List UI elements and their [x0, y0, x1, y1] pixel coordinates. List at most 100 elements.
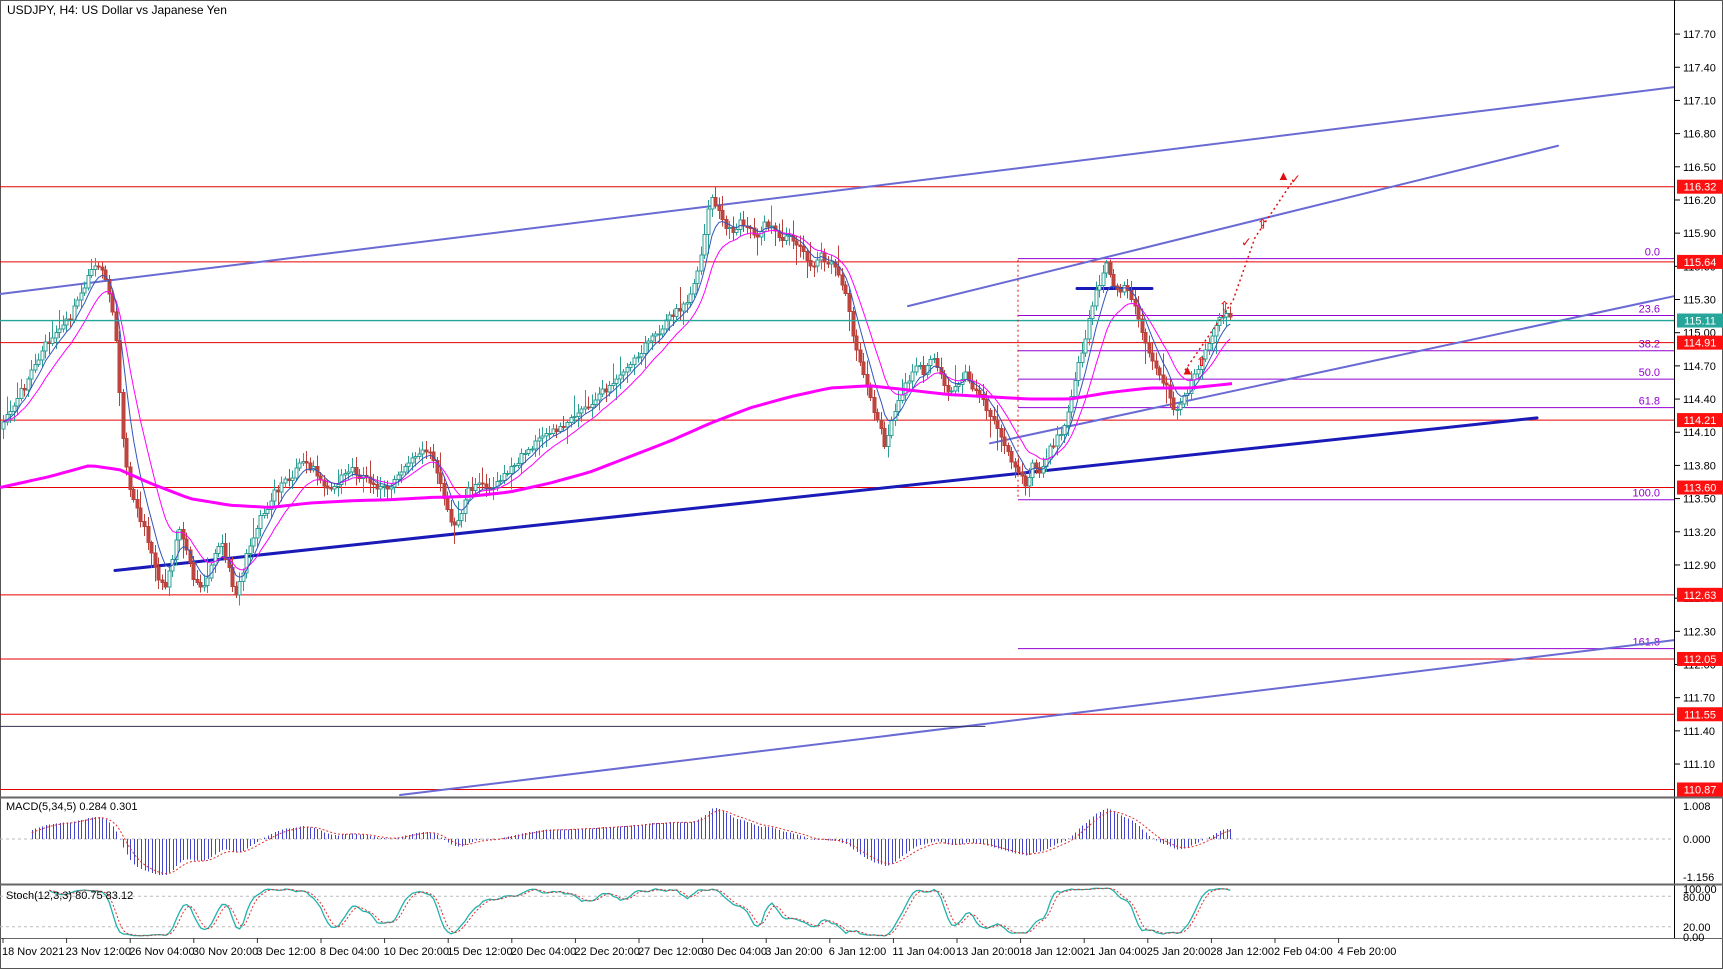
candle-body: [396, 474, 401, 480]
candle-body: [815, 259, 820, 267]
price-tick-label: 111.10: [1683, 759, 1715, 771]
price-tick-label: 111.40: [1683, 726, 1715, 738]
candle-body: [836, 266, 841, 276]
trendline-long-lower[interactable]: [399, 639, 1675, 797]
candle-body: [1108, 262, 1113, 276]
sr-price-label: 114.91: [1684, 338, 1717, 350]
candle-body: [438, 472, 443, 484]
candle-body: [805, 250, 810, 262]
candle-body: [646, 340, 651, 344]
candle-body: [1059, 433, 1064, 436]
chart-title: USDJPY, H4: US Dollar vs Japanese Yen: [7, 3, 227, 17]
candle-body: [167, 570, 172, 588]
time-axis-label: 18 Jan 12:00: [1020, 946, 1084, 958]
sr-price-box: [1677, 254, 1723, 269]
candle-body: [93, 265, 98, 271]
candle-body: [1062, 425, 1067, 435]
macd-axis-label: -1.156: [1683, 872, 1714, 884]
bid-price-box: [1677, 313, 1723, 328]
candle-body: [734, 228, 739, 234]
trendline-steep-middle[interactable]: [907, 144, 1559, 308]
candle-body: [572, 416, 577, 419]
candle-body: [706, 208, 711, 235]
time-axis-label: 3 Dec 12:00: [256, 946, 315, 958]
candle-body: [96, 265, 101, 268]
candle-body: [1164, 382, 1169, 386]
candle-body: [1182, 395, 1187, 405]
candle-body: [498, 479, 503, 483]
stoch-main-line: [49, 887, 1231, 937]
candle-body: [879, 419, 884, 430]
time-axis-label: 28 Jan 12:00: [1210, 946, 1274, 958]
macd-indicator-label: MACD(5,34,5) 0.284 0.301: [6, 801, 137, 813]
price-tick-label: 116.80: [1683, 129, 1716, 141]
candle-body: [702, 233, 707, 256]
candle-body: [399, 471, 404, 476]
price-tick-label: 117.40: [1683, 62, 1716, 74]
time-axis-label: 6 Jan 12:00: [829, 946, 887, 958]
candle-body: [628, 363, 633, 369]
candle-body: [946, 384, 951, 393]
candle-body: [160, 579, 165, 583]
candle-body: [1150, 352, 1155, 362]
candle-body: [213, 552, 218, 566]
candle-body: [156, 566, 161, 581]
candle-body: [784, 235, 789, 242]
candle-body: [858, 349, 863, 363]
candle-body: [1228, 313, 1233, 318]
candle-body: [1090, 305, 1095, 319]
candle-body: [861, 361, 866, 375]
candle-body: [403, 466, 408, 473]
candle-body: [512, 465, 517, 468]
candle-body: [297, 462, 302, 469]
candle-body: [780, 236, 785, 242]
stoch-indicator-label: Stoch(12,3,3) 80.75 83.12: [6, 890, 133, 902]
candle-body: [110, 293, 115, 313]
candle-body: [304, 460, 309, 464]
candle-body: [561, 425, 566, 428]
candle-body: [61, 324, 66, 330]
candle-body: [516, 463, 521, 467]
time-axis-label: 10 Dec 20:00: [384, 946, 449, 958]
candle-body: [688, 293, 693, 304]
candle-body: [445, 497, 450, 511]
candle-body: [89, 269, 94, 277]
candle-body: [963, 371, 968, 380]
time-axis-label: 25 Jan 20:00: [1147, 946, 1211, 958]
candle-body: [1002, 436, 1007, 446]
candle-body: [576, 412, 581, 418]
candle-body: [935, 357, 940, 368]
candle-body: [1214, 324, 1219, 337]
candle-body: [251, 537, 256, 547]
candle-body: [674, 308, 679, 317]
candle-body: [636, 356, 641, 359]
candle-body: [117, 340, 122, 394]
trendline-channel-upper[interactable]: [0, 86, 1675, 295]
price-tick-label: 114.40: [1683, 394, 1716, 406]
candle-body: [100, 266, 105, 271]
candle-body: [1055, 434, 1060, 447]
candle-body: [1200, 358, 1205, 370]
candle-body: [1066, 411, 1071, 427]
sr-price-label: 110.87: [1684, 784, 1717, 796]
fib-label-38.2: 38.2: [1639, 339, 1660, 351]
time-axis-label: 2 Feb 04:00: [1274, 946, 1333, 958]
trendline-thick-blue[interactable]: [113, 416, 1539, 572]
candle-body: [847, 293, 852, 313]
stoch-axis-label: 20.00: [1683, 922, 1711, 934]
candle-body: [177, 528, 182, 541]
candle-body: [565, 421, 570, 428]
candle-body: [19, 388, 24, 399]
candle-body: [8, 410, 13, 415]
candle-body: [138, 507, 143, 523]
candle-body: [357, 474, 362, 480]
candle-body: [1140, 318, 1145, 334]
candle-body: [1203, 349, 1208, 360]
price-tick-label: 115.90: [1683, 228, 1716, 240]
price-tick-label: 111.70: [1683, 693, 1715, 705]
candle-body: [279, 482, 284, 493]
